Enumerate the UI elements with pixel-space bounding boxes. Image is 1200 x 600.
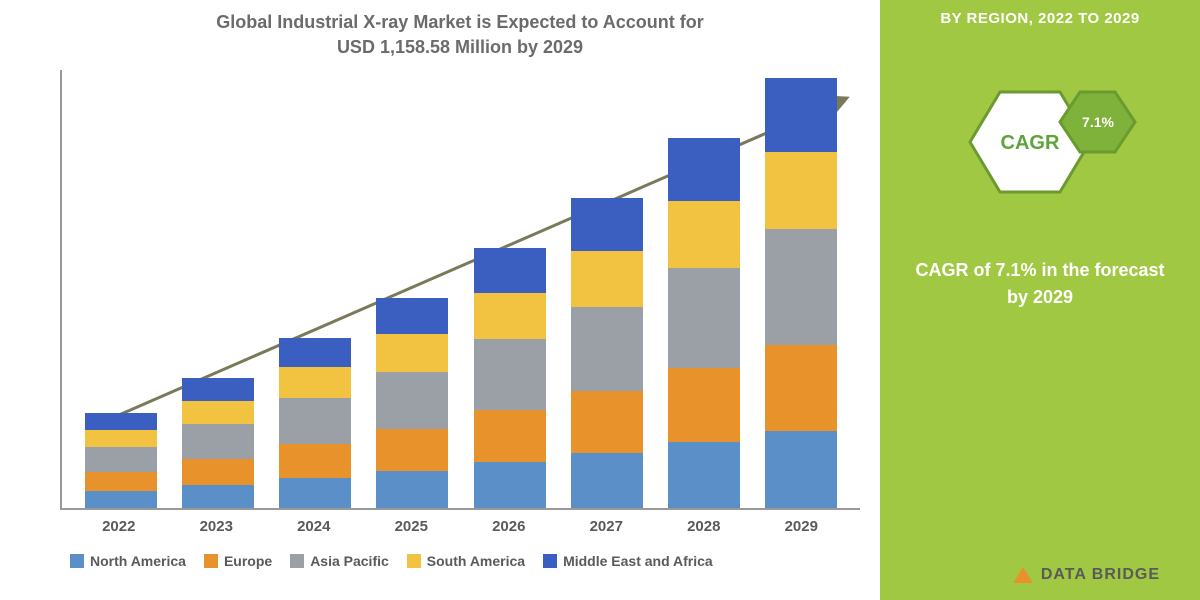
bar-segment (474, 462, 546, 509)
bar-segment (474, 248, 546, 292)
x-axis-labels: 2022 2023 2024 2025 2026 2027 2028 2029 (60, 510, 860, 535)
bar-segment (279, 398, 351, 444)
bar-segment (571, 198, 643, 251)
bar-segment (376, 372, 448, 429)
x-axis-label: 2024 (278, 518, 350, 535)
bar-segment (376, 471, 448, 509)
legend-swatch-icon (204, 554, 218, 568)
x-axis-label: 2027 (570, 518, 642, 535)
bar-column (571, 198, 643, 508)
bar-segment (279, 444, 351, 478)
bar-segment (182, 378, 254, 400)
bar-column (182, 378, 254, 508)
bar-segment (571, 453, 643, 509)
bar-segment (571, 307, 643, 391)
chart-area (60, 70, 860, 510)
x-axis-label: 2022 (83, 518, 155, 535)
bar-segment (182, 401, 254, 424)
legend-label: North America (90, 553, 186, 569)
bar-segment (182, 424, 254, 459)
bar-column (474, 248, 546, 508)
bar-segment (668, 201, 740, 268)
bar-segment (85, 430, 157, 447)
logo-text: DATA BRIDGE (1041, 566, 1160, 584)
cagr-hex-icon: CAGR 7.1% (940, 67, 1140, 217)
x-axis-label: 2029 (765, 518, 837, 535)
legend-swatch-icon (407, 554, 421, 568)
legend-item: North America (70, 553, 186, 569)
bar-segment (85, 472, 157, 491)
legend-swatch-icon (70, 554, 84, 568)
side-panel-text: CAGR of 7.1% in the forecast by 2029 (915, 257, 1164, 311)
bar-column (376, 298, 448, 508)
bar-segment (376, 429, 448, 471)
legend-swatch-icon (290, 554, 304, 568)
legend: North America Europe Asia Pacific South Ame… (60, 553, 860, 569)
bar-segment (474, 339, 546, 409)
bar-segment (765, 229, 837, 345)
bar-segment (182, 485, 254, 508)
bar-segment (474, 293, 546, 340)
legend-swatch-icon (543, 554, 557, 568)
side-panel: BY REGION, 2022 TO 2029 CAGR 7.1% CAGR o… (880, 0, 1200, 600)
bar-segment (765, 431, 837, 508)
x-axis-label: 2026 (473, 518, 545, 535)
bar-segment (279, 338, 351, 367)
bar-segment (279, 367, 351, 398)
bar-segment (85, 413, 157, 429)
bar-segment (279, 478, 351, 509)
bar-segment (182, 459, 254, 485)
bar-segment (571, 251, 643, 307)
logo-triangle-icon (1013, 567, 1033, 583)
legend-item: Asia Pacific (290, 553, 389, 569)
bar-segment (376, 298, 448, 334)
legend-label: South America (427, 553, 525, 569)
bar-segment (474, 410, 546, 462)
bar-column (85, 413, 157, 508)
legend-label: Asia Pacific (310, 553, 389, 569)
bar-segment (668, 138, 740, 201)
side-text-line-2: by 2029 (915, 284, 1164, 311)
bar-column (765, 78, 837, 508)
bar-column (668, 138, 740, 508)
side-text-line-1: CAGR of 7.1% in the forecast (915, 257, 1164, 284)
bar-segment (765, 152, 837, 229)
bar-segment (668, 268, 740, 368)
legend-item: Europe (204, 553, 272, 569)
bar-segment (85, 491, 157, 508)
bars-container (62, 70, 860, 508)
bar-column (279, 338, 351, 508)
chart-panel: Global Industrial X-ray Market is Expect… (0, 0, 880, 600)
legend-label: Europe (224, 553, 272, 569)
title-line-1: Global Industrial X-ray Market is Expect… (60, 10, 860, 35)
bar-segment (85, 447, 157, 473)
brand-logo: DATA BRIDGE (1013, 566, 1160, 584)
legend-label: Middle East and Africa (563, 553, 713, 569)
hex-big-label: CAGR (1001, 132, 1060, 154)
bar-segment (765, 345, 837, 431)
bar-segment (376, 334, 448, 372)
title-line-2: USD 1,158.58 Million by 2029 (60, 35, 860, 60)
hex-small-label: 7.1% (1082, 114, 1114, 130)
bar-segment (668, 368, 740, 442)
x-axis-label: 2023 (180, 518, 252, 535)
bar-segment (765, 78, 837, 151)
bar-segment (571, 391, 643, 453)
chart-title: Global Industrial X-ray Market is Expect… (60, 10, 860, 60)
bar-segment (668, 442, 740, 509)
x-axis-label: 2028 (668, 518, 740, 535)
x-axis-label: 2025 (375, 518, 447, 535)
side-panel-header: BY REGION, 2022 TO 2029 (940, 10, 1139, 27)
legend-item: Middle East and Africa (543, 553, 713, 569)
legend-item: South America (407, 553, 525, 569)
